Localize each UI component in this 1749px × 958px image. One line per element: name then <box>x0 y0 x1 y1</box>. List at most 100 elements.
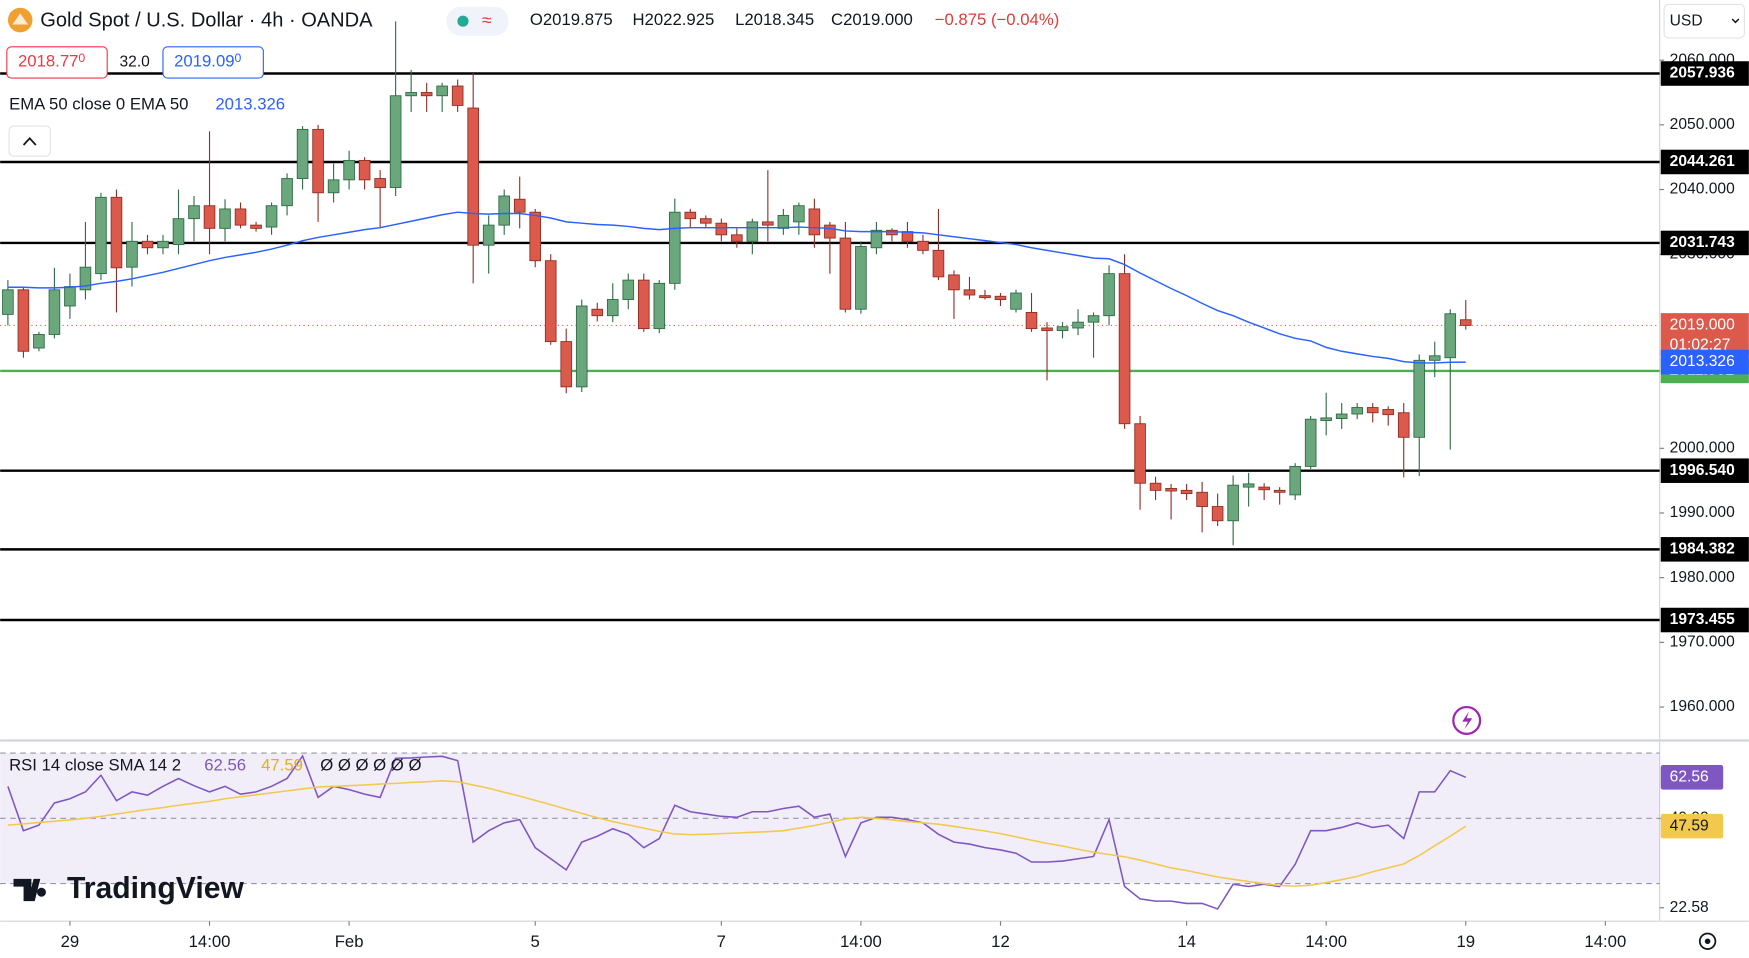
collapse-icon <box>22 136 37 146</box>
candle-body <box>172 218 185 245</box>
candle-body <box>591 308 604 317</box>
y-tick-label: 1990.000 <box>1670 504 1735 521</box>
candle-body <box>1273 489 1286 493</box>
alert-bolt <box>1462 711 1473 730</box>
candle-body <box>498 195 510 226</box>
ask-button[interactable] <box>162 46 264 79</box>
candle-body <box>886 229 898 236</box>
ohlc-open: O2019.875 <box>530 11 613 30</box>
candle-body <box>327 179 340 194</box>
settings-icon[interactable] <box>1698 932 1717 950</box>
rsi-line <box>7 754 1467 910</box>
candle-body <box>684 211 697 220</box>
candle-body <box>777 214 790 229</box>
candle-body <box>529 211 542 262</box>
candle-body <box>700 218 712 224</box>
candle-body <box>79 266 92 291</box>
candle-body <box>513 198 526 213</box>
level-label: 2044.261 <box>1670 153 1735 170</box>
candle-body <box>343 159 355 181</box>
ema-line <box>7 211 1466 364</box>
status-pill[interactable] <box>446 6 509 36</box>
level-label-bg <box>1660 458 1749 483</box>
last-price-label: 2019.000 <box>1670 317 1735 334</box>
candle-body <box>948 274 960 291</box>
candle-body <box>963 289 976 296</box>
candle-body <box>1289 465 1301 496</box>
last-price-label-bg <box>1660 313 1749 356</box>
level-label-bg <box>1660 61 1749 86</box>
y-tick-label: 2040.000 <box>1670 181 1735 198</box>
candle-body <box>95 196 107 275</box>
sma-legend-value: 47.59 <box>261 756 303 775</box>
plot-layer: 2060.0002050.0002040.0002030.0002000.000… <box>0 21 1749 951</box>
candle-body <box>1118 273 1131 425</box>
candle-body <box>994 295 1007 300</box>
candle-body <box>1397 412 1410 438</box>
candle-body <box>141 240 154 249</box>
x-tick-label: 14:00 <box>840 932 882 951</box>
candle-body <box>668 211 681 284</box>
series-label-bg <box>1660 813 1724 839</box>
ohlc-change: −0.875 (−0.04%) <box>935 11 1060 30</box>
y-tick-label: 22.58 <box>1670 899 1709 916</box>
y-tick-label: 1970.000 <box>1670 634 1735 651</box>
collapse-button[interactable] <box>8 125 51 157</box>
rsi-legend: RSI 14 close SMA 14 2 <box>9 756 181 775</box>
candle-body <box>731 234 743 242</box>
candle-body <box>110 196 123 269</box>
candle-body <box>1413 359 1426 438</box>
candle-body <box>1087 315 1100 323</box>
settings-dot <box>1704 938 1711 945</box>
x-tick-label: 5 <box>531 932 540 951</box>
candle-body <box>1072 321 1084 329</box>
level-label-bg <box>1660 537 1749 562</box>
ema-legend-value: 2013.326 <box>215 94 285 113</box>
candle-body <box>1025 312 1038 330</box>
candle-body <box>1165 487 1177 492</box>
y-tick-label: 1960.000 <box>1670 698 1735 715</box>
candle-body <box>1444 313 1457 359</box>
candle-body <box>1242 483 1255 488</box>
candle-body <box>1459 319 1472 326</box>
candle-body <box>1149 482 1162 491</box>
candle-body <box>1320 417 1332 421</box>
candle-body <box>1428 355 1441 361</box>
candle-body <box>622 279 635 300</box>
candle-body <box>451 85 464 106</box>
x-tick-label: 29 <box>61 932 80 951</box>
series-label: 47.59 <box>1670 817 1709 834</box>
candle-body <box>374 178 386 189</box>
series-label: 62.56 <box>1670 768 1709 785</box>
candle-body <box>1258 486 1270 491</box>
y-tick-label: 1980.000 <box>1670 569 1735 586</box>
candle-body <box>560 341 573 388</box>
bid-button[interactable] <box>6 46 108 79</box>
level-label: 1973.455 <box>1670 611 1735 628</box>
candle-body <box>48 289 61 335</box>
candle-body <box>312 128 324 194</box>
ema-label-bg <box>1660 349 1749 375</box>
candle-body <box>126 240 138 268</box>
y-tick-label: 2000.000 <box>1670 439 1735 456</box>
candle-body <box>1351 407 1364 415</box>
level-label-bg <box>1660 230 1749 256</box>
candle-body <box>1134 423 1146 484</box>
candle-body <box>420 92 433 97</box>
watermark: TradingView <box>67 872 244 905</box>
rsi-extras: Ø Ø Ø Ø Ø Ø <box>320 756 421 775</box>
level-label: 1996.540 <box>1670 462 1735 479</box>
candle-body <box>606 299 619 317</box>
candle-body <box>715 222 728 236</box>
currency-select[interactable] <box>1663 3 1745 39</box>
x-tick-label: Feb <box>335 932 364 951</box>
candle-body <box>405 92 417 97</box>
candle-body <box>482 224 495 246</box>
x-tick-label: 14:00 <box>1584 932 1626 951</box>
level-label-bg <box>1660 607 1749 633</box>
rsi-legend-value: 62.56 <box>204 756 246 775</box>
level-label: 2031.743 <box>1670 234 1735 251</box>
